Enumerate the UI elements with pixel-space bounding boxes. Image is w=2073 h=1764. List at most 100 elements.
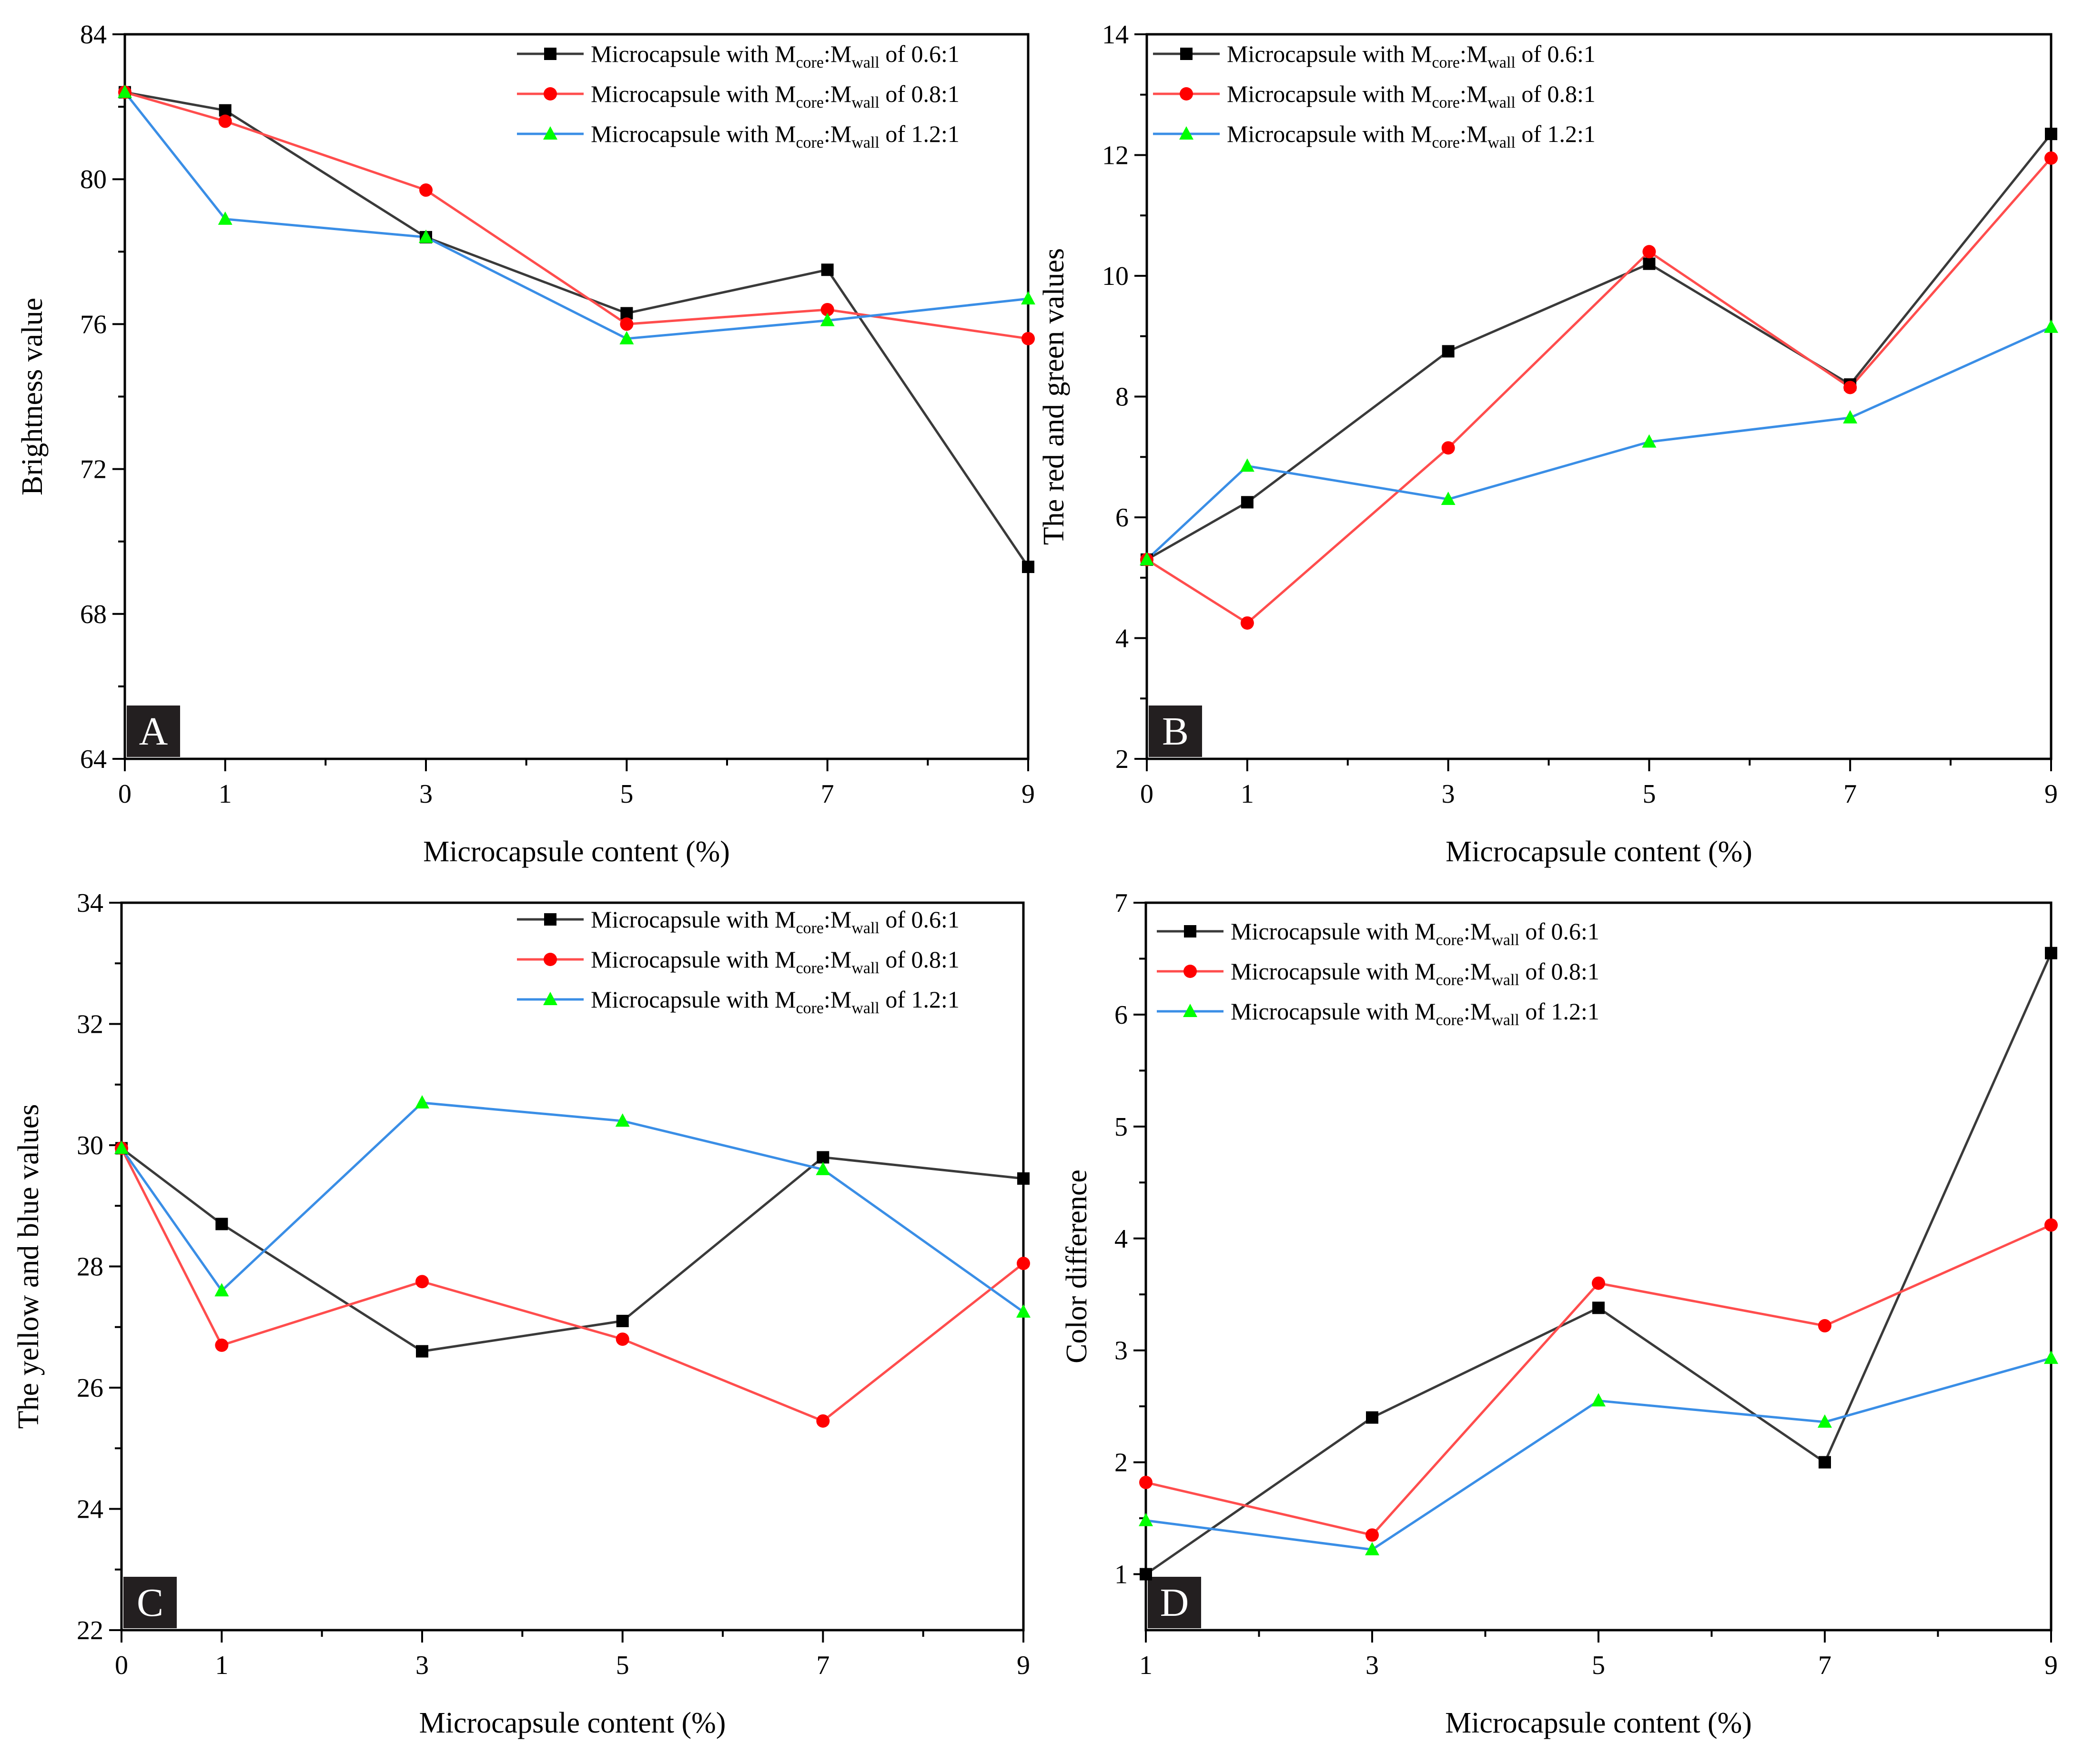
x-axis-title: Microcapsule content (%) <box>423 836 730 868</box>
data-point-triangle <box>1365 1542 1379 1555</box>
legend-marker-triangle <box>543 126 557 140</box>
data-point-square <box>416 1345 428 1358</box>
y-tick-label: 80 <box>80 165 107 194</box>
y-tick-label: 28 <box>77 1252 103 1282</box>
series-line-3 <box>120 1101 1024 1313</box>
data-point-square <box>616 1315 629 1328</box>
legend-marker-circle <box>1183 965 1197 978</box>
series-line-1 <box>121 1147 1024 1353</box>
panel-label-box <box>1149 706 1202 757</box>
y-tick-label: 6 <box>1115 503 1129 533</box>
y-tick-label: 64 <box>80 745 107 774</box>
legend-entry-label: Microcapsule with Mcore:Mwall of 0.6:1 <box>1227 40 1596 71</box>
y-axis-title: Color difference <box>1061 1169 1093 1363</box>
series-line-2 <box>120 1148 1024 1422</box>
y-tick-label: 10 <box>1102 262 1129 291</box>
data-point-circle <box>816 1414 830 1428</box>
data-point-square <box>1592 1301 1605 1314</box>
series-line-1 <box>124 91 1030 568</box>
x-tick-label: 3 <box>1365 1651 1379 1680</box>
series-line-2 <box>1145 1224 2052 1537</box>
data-point-square <box>821 263 834 276</box>
y-axis-title: The yellow and blue values <box>12 1104 45 1429</box>
legend-entry-label: Microcapsule with Mcore:Mwall of 0.8:1 <box>1231 958 1599 989</box>
panel-label: A <box>139 709 168 754</box>
legend-marker-circle <box>544 953 557 966</box>
y-tick-label: 72 <box>80 455 107 484</box>
data-point-circle <box>1843 381 1857 394</box>
x-tick-label: 0 <box>1140 779 1153 809</box>
panel-label-box <box>127 706 180 757</box>
data-point-triangle <box>1140 552 1154 565</box>
data-point-triangle <box>2044 319 2058 333</box>
x-tick-label: 9 <box>1021 779 1035 809</box>
x-tick-label: 9 <box>2044 779 2058 809</box>
data-point-triangle <box>1843 410 1858 423</box>
y-tick-label: 4 <box>1115 624 1129 654</box>
data-point-square <box>219 104 232 117</box>
data-point-triangle <box>1240 458 1254 472</box>
series-line-1 <box>1145 952 2053 1575</box>
data-point-triangle <box>118 84 132 98</box>
x-tick-label: 9 <box>2044 1651 2058 1680</box>
x-tick-label: 7 <box>1843 779 1857 809</box>
chart-panel-a: 0 1 3 5 7 9 64 68 72 76 80 84 Microcapsule content (… <box>16 20 1035 868</box>
x-tick-label: 5 <box>616 1651 629 1680</box>
data-point-triangle <box>1139 1512 1153 1526</box>
x-axis-title: Microcapsule content (%) <box>1445 1707 1752 1739</box>
chart-panel-c: 0 1 3 5 7 9 22 24 26 28 30 32 34 Microcapsule content… <box>12 888 1031 1739</box>
data-point-square <box>1442 345 1455 358</box>
x-axis-title: Microcapsule content (%) <box>419 1707 726 1739</box>
panel-label: D <box>1160 1581 1189 1625</box>
x-axis-title: Microcapsule content (%) <box>1446 836 1752 868</box>
data-point-triangle <box>1642 434 1657 448</box>
data-point-triangle <box>114 1140 129 1154</box>
data-point-triangle <box>1591 1393 1606 1407</box>
legend-entry-label: Microcapsule with Mcore:Mwall of 0.8:1 <box>591 946 960 977</box>
panel-label: B <box>1162 709 1189 754</box>
data-point-square <box>1241 496 1254 509</box>
y-tick-label: 5 <box>1114 1112 1128 1142</box>
data-point-circle <box>215 1338 229 1352</box>
data-point-triangle <box>820 312 835 326</box>
data-point-triangle <box>214 1283 229 1297</box>
legend: Microcapsule with Mcore:Mwall of 0.6:1 Mi… <box>1157 918 1599 1029</box>
data-point-square <box>1017 1172 1030 1185</box>
data-point-circle <box>2044 1218 2058 1232</box>
data-point-circle <box>620 317 634 331</box>
y-tick-label: 24 <box>77 1495 103 1524</box>
x-tick-label: 3 <box>419 779 433 809</box>
series-line-2 <box>124 91 1029 340</box>
data-point-circle <box>820 302 834 316</box>
legend-marker-circle <box>544 87 557 101</box>
y-tick-label: 14 <box>1102 20 1129 50</box>
y-tick-label: 22 <box>77 1616 103 1645</box>
data-point-square <box>620 307 633 320</box>
y-tick-label: 4 <box>1114 1224 1128 1254</box>
legend-entry-label: Microcapsule with Mcore:Mwall of 0.6:1 <box>1231 918 1599 949</box>
x-tick-label: 1 <box>1139 1651 1153 1680</box>
data-point-circle <box>1818 1319 1831 1333</box>
y-tick-label: 68 <box>80 600 107 629</box>
data-point-triangle <box>218 211 233 225</box>
x-tick-label: 5 <box>1592 1651 1605 1680</box>
y-tick-label: 6 <box>1114 1000 1128 1030</box>
legend: Microcapsule with Mcore:Mwall of 0.6:1 Mi… <box>1153 40 1596 151</box>
panel-label-box <box>123 1577 177 1628</box>
legend-marker-square <box>1184 925 1196 937</box>
x-tick-label: 7 <box>816 1651 829 1680</box>
data-point-triangle <box>619 331 634 344</box>
y-axis-title: Brightness value <box>16 298 49 495</box>
x-tick-label: 1 <box>219 779 232 809</box>
y-tick-label: 8 <box>1115 383 1129 412</box>
data-point-circle <box>415 1275 429 1289</box>
data-point-triangle <box>816 1161 830 1175</box>
panel-label: C <box>137 1581 163 1625</box>
y-tick-label: 3 <box>1114 1336 1128 1366</box>
data-point-circle <box>1021 332 1035 345</box>
legend: Microcapsule with Mcore:Mwall of 0.6:1 Mi… <box>517 906 960 1017</box>
data-point-square <box>1643 257 1656 270</box>
y-tick-label: 2 <box>1115 745 1129 774</box>
y-axis-title: The red and green values <box>1038 248 1070 545</box>
legend-entry-label: Microcapsule with Mcore:Mwall of 1.2:1 <box>1227 121 1596 151</box>
